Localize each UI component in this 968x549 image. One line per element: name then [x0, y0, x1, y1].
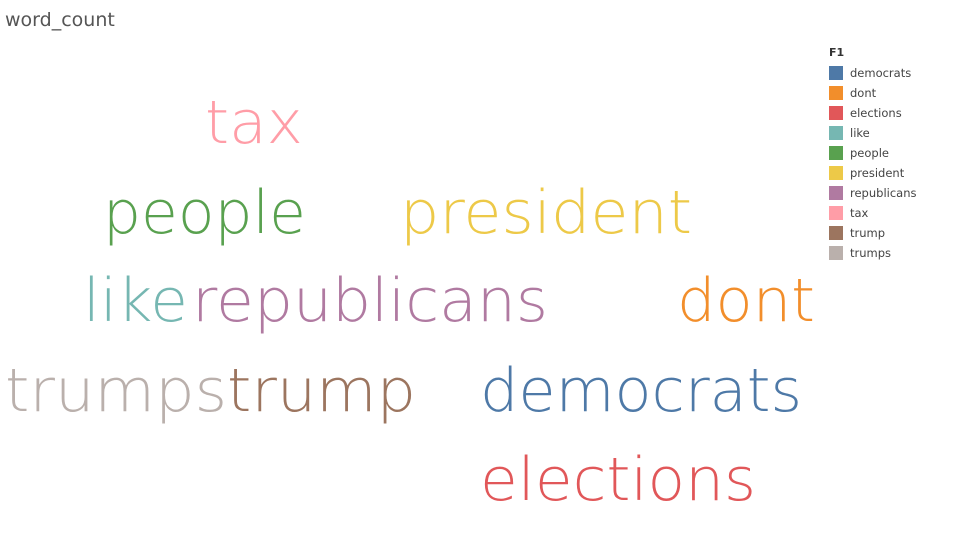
legend-swatch: [829, 246, 843, 260]
legend-title: F1: [829, 46, 845, 59]
word-elections[interactable]: elections: [480, 445, 756, 515]
legend-item-trumps[interactable]: trumps: [829, 243, 916, 263]
word-trumps[interactable]: trumps: [5, 356, 227, 426]
legend-swatch: [829, 186, 843, 200]
legend-item-tax[interactable]: tax: [829, 203, 916, 223]
word-trump[interactable]: trump: [227, 356, 416, 426]
word-president[interactable]: president: [400, 178, 692, 248]
legend-item-trump[interactable]: trump: [829, 223, 916, 243]
legend-items: democrats dont elections like people presiden…: [829, 63, 916, 263]
legend-swatch: [829, 206, 843, 220]
word-people[interactable]: people: [103, 178, 306, 248]
legend-item-elections[interactable]: elections: [829, 103, 916, 123]
legend-swatch: [829, 226, 843, 240]
legend-label: president: [850, 166, 905, 180]
legend-label: trump: [850, 226, 886, 240]
color-legend[interactable]: F1 democrats dont elections like people presi…: [829, 46, 916, 263]
legend-label: tax: [850, 206, 869, 220]
legend-item-dont[interactable]: dont: [829, 83, 916, 103]
legend-label: democrats: [850, 66, 912, 80]
sheet-title: word_count: [5, 9, 115, 31]
legend-item-like[interactable]: like: [829, 123, 916, 143]
legend-swatch: [829, 146, 843, 160]
legend-item-republicans[interactable]: republicans: [829, 183, 916, 203]
legend-label: trumps: [850, 246, 892, 260]
word-democrats[interactable]: democrats: [480, 356, 802, 426]
word-tax[interactable]: tax: [205, 88, 303, 158]
word-republicans[interactable]: republicans: [192, 266, 548, 336]
legend-label: republicans: [850, 186, 917, 200]
legend-item-democrats[interactable]: democrats: [829, 63, 916, 83]
legend-item-people[interactable]: people: [829, 143, 916, 163]
legend-label: dont: [850, 86, 877, 100]
legend-swatch: [829, 106, 843, 120]
legend-swatch: [829, 126, 843, 140]
legend-swatch: [829, 66, 843, 80]
legend-item-president[interactable]: president: [829, 163, 916, 183]
legend-label: like: [850, 126, 870, 140]
word-like[interactable]: like: [83, 266, 188, 336]
legend-swatch: [829, 166, 843, 180]
legend-swatch: [829, 86, 843, 100]
legend-label: elections: [850, 106, 902, 120]
word-cloud: democrats dont elections like people presiden…: [5, 88, 815, 515]
legend-label: people: [850, 146, 889, 160]
word-dont[interactable]: dont: [677, 266, 815, 336]
